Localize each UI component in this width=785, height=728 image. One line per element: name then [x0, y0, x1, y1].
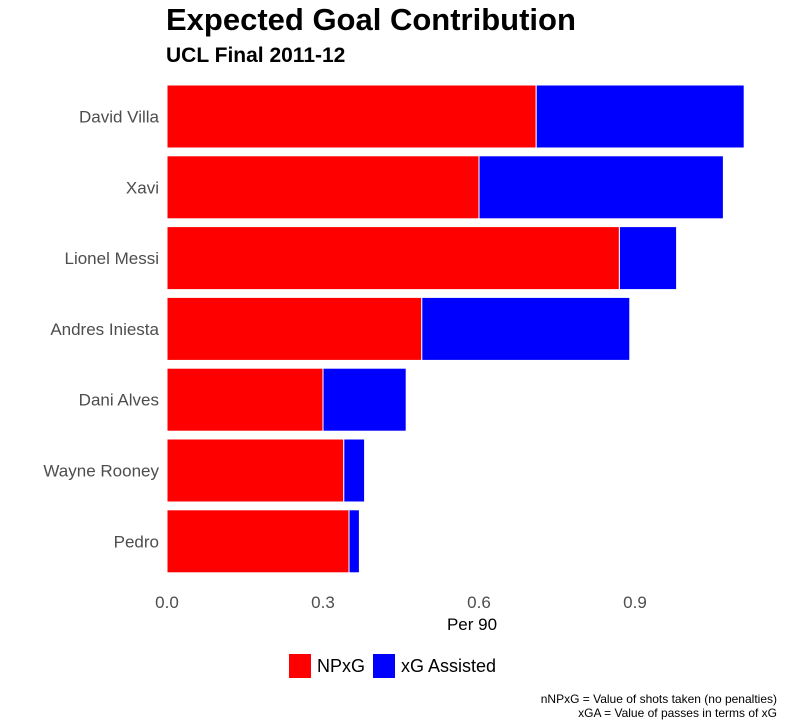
bar-xg-assisted-wayne-rooney — [343, 438, 366, 503]
bar-npxg-xavi — [166, 155, 480, 220]
bar-xg-assisted-dani-alves — [322, 367, 407, 432]
y-tick-label-xavi: Xavi — [126, 178, 159, 197]
legend-swatch-xg-assisted — [372, 654, 395, 678]
bar-npxg-wayne-rooney — [166, 438, 345, 503]
bar-npxg-pedro — [166, 509, 350, 574]
bar-xg-assisted-david-villa — [535, 84, 745, 149]
bar-npxg-david-villa — [166, 84, 537, 149]
legend-label-xg-assisted: xG Assisted — [400, 655, 497, 676]
legend-item-xg-assisted: xG Assisted — [372, 654, 497, 678]
y-tick-label-pedro: Pedro — [114, 532, 159, 551]
x-tick-label-3: 0.9 — [623, 593, 647, 612]
bar-xg-assisted-pedro — [348, 509, 360, 574]
x-tick-label-0: 0.0 — [155, 593, 179, 612]
bar-xg-assisted-andres-iniesta — [421, 296, 631, 361]
x-tick-label-2: 0.6 — [467, 593, 491, 612]
caption-line-npxg: nNPxG = Value of shots taken (no penalti… — [540, 692, 777, 706]
bar-npxg-dani-alves — [166, 367, 324, 432]
legend-item-npxg: NPxG — [288, 654, 365, 678]
caption: nNPxG = Value of shots taken (no penalti… — [541, 692, 777, 720]
legend-swatch-npxg — [288, 654, 311, 678]
chart-title: Expected Goal Contribution — [166, 2, 576, 37]
x-tick-label-1: 0.3 — [311, 593, 335, 612]
x-axis-label: Per 90 — [447, 615, 497, 634]
y-tick-label-david-villa: David Villa — [79, 108, 160, 127]
bar-xg-assisted-xavi — [478, 155, 724, 220]
caption-line-xga: xGA = Value of passes in terms of xG — [578, 706, 777, 720]
y-tick-label-lionel-messi: Lionel Messi — [65, 249, 160, 268]
y-tick-label-wayne-rooney: Wayne Rooney — [43, 462, 159, 481]
bar-npxg-lionel-messi — [166, 226, 620, 291]
bar-npxg-andres-iniesta — [166, 296, 423, 361]
y-tick-label-andres-iniesta: Andres Iniesta — [50, 320, 159, 339]
y-tick-label-dani-alves: Dani Alves — [79, 391, 159, 410]
legend: NPxG xG Assisted — [0, 654, 785, 678]
bar-xg-assisted-lionel-messi — [618, 226, 678, 291]
legend-label-npxg: NPxG — [316, 655, 365, 676]
chart-subtitle: UCL Final 2011-12 — [166, 44, 346, 67]
